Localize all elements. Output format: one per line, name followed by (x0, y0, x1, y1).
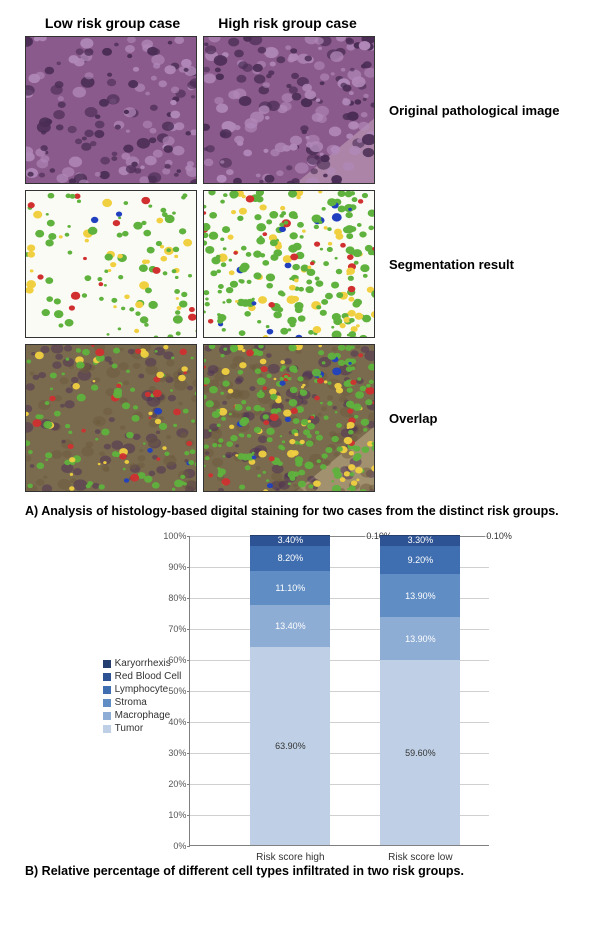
legend-item: Red Blood Cell (103, 671, 182, 682)
histology-cell (203, 190, 375, 338)
bar-segment: 13.90% (380, 617, 460, 660)
caption-a: A) Analysis of histology-based digital s… (25, 504, 567, 518)
bar-segment: 9.20% (380, 546, 460, 575)
figure-a-panel: Low risk group case High risk group case… (25, 15, 567, 518)
image-row: Segmentation result (25, 190, 567, 338)
segment-label: 11.10% (275, 583, 305, 593)
bar-segment: 13.90% (380, 574, 460, 617)
ytick-mark (187, 598, 190, 599)
histology-cell (203, 344, 375, 492)
ytick-label: 40% (152, 717, 186, 727)
legend-swatch (103, 699, 111, 707)
row-label: Overlap (389, 411, 437, 426)
segment-label: 13.90% (405, 634, 436, 644)
legend-swatch (103, 686, 111, 694)
histology-cell (25, 36, 197, 184)
ytick-label: 90% (152, 562, 186, 572)
callout-label: 0.10% (486, 531, 512, 541)
legend-label: Tumor (115, 723, 144, 734)
legend-swatch (103, 673, 111, 681)
ytick-label: 30% (152, 748, 186, 758)
segment-label: 13.40% (275, 621, 306, 631)
ytick-mark (187, 784, 190, 785)
ytick-mark (187, 691, 190, 692)
ytick-label: 0% (152, 841, 186, 851)
ytick-label: 60% (152, 655, 186, 665)
plot-area: 0%10%20%30%40%50%60%70%80%90%100%0.10%63… (189, 536, 489, 846)
xlabel: Risk score high (240, 852, 340, 863)
legend-label: Stroma (115, 697, 147, 708)
bar-segment: 63.90% (250, 647, 330, 845)
segment-label: 8.20% (278, 553, 304, 563)
bar-segment: 59.60% (380, 660, 460, 845)
bar-segment: 3.40% (250, 535, 330, 546)
image-row: Overlap (25, 344, 567, 492)
stacked-bar-chart: 0%10%20%30%40%50%60%70%80%90%100%0.10%63… (189, 536, 489, 846)
figure-b-panel: KaryorrhexisRed Blood CellLymphocyteStro… (25, 536, 567, 846)
ytick-mark (187, 722, 190, 723)
image-grid: Original pathological image Segmentation … (25, 36, 567, 492)
chart-area: KaryorrhexisRed Blood CellLymphocyteStro… (103, 536, 490, 846)
ytick-mark (187, 567, 190, 568)
col-header-high: High risk group case (200, 15, 375, 31)
segment-label: 13.90% (405, 591, 436, 601)
segment-label: 63.90% (275, 741, 306, 751)
ytick-label: 100% (152, 531, 186, 541)
legend-item: Stroma (103, 697, 182, 708)
legend-label: Red Blood Cell (115, 671, 182, 682)
histology-cell (25, 190, 197, 338)
bar-segment: 13.40% (250, 605, 330, 647)
histology-cell (25, 344, 197, 492)
caption-b: B) Relative percentage of different cell… (25, 864, 567, 878)
segment-label: 59.60% (405, 748, 436, 758)
ytick-label: 70% (152, 624, 186, 634)
ytick-label: 50% (152, 686, 186, 696)
ytick-mark (187, 846, 190, 847)
image-row: Original pathological image (25, 36, 567, 184)
segment-label: 3.40% (278, 535, 304, 545)
ytick-mark (187, 536, 190, 537)
callout-line (460, 536, 485, 537)
bar-segment: 11.10% (250, 571, 330, 605)
ytick-mark (187, 815, 190, 816)
legend-swatch (103, 712, 111, 720)
row-label: Segmentation result (389, 257, 514, 272)
ytick-mark (187, 629, 190, 630)
callout-line (330, 536, 365, 537)
segment-label: 9.20% (408, 555, 434, 565)
col-header-low: Low risk group case (25, 15, 200, 31)
ytick-mark (187, 660, 190, 661)
legend-swatch (103, 725, 111, 733)
legend-swatch (103, 660, 111, 668)
row-label: Original pathological image (389, 103, 559, 118)
ytick-label: 10% (152, 810, 186, 820)
ytick-mark (187, 753, 190, 754)
xlabel: Risk score low (370, 852, 470, 863)
segment-label: 3.30% (408, 535, 434, 545)
column-headers: Low risk group case High risk group case (25, 15, 567, 31)
ytick-label: 80% (152, 593, 186, 603)
ytick-label: 20% (152, 779, 186, 789)
histology-cell (203, 36, 375, 184)
bar-segment: 3.30% (380, 535, 460, 545)
bar-segment: 8.20% (250, 546, 330, 571)
